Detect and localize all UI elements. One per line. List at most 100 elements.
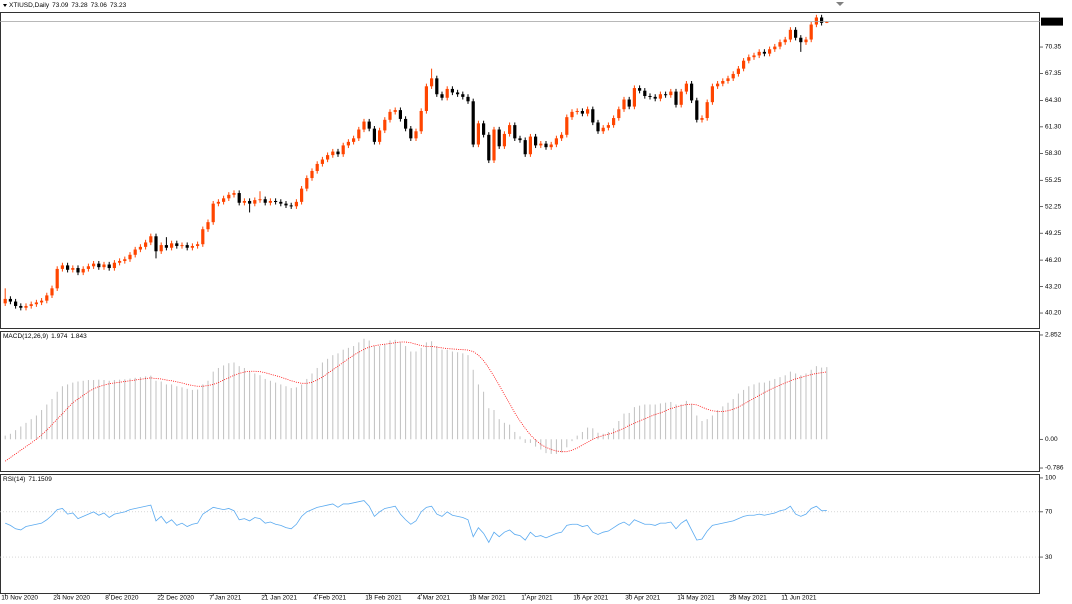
candle-body (237, 193, 241, 203)
candle-body (809, 24, 813, 40)
candle-body (653, 96, 657, 99)
candle-body (674, 91, 678, 105)
macd-signal (4, 341, 827, 462)
candle-body (440, 94, 444, 98)
candle-body (825, 21, 829, 23)
candle-body (586, 109, 590, 114)
x-tick-label: 28 May 2021 (729, 595, 767, 602)
candle-body (383, 119, 387, 131)
candle-body (40, 300, 44, 303)
candle-body (216, 201, 220, 204)
candle-body (34, 302, 38, 305)
x-tick-label: 21 Jan 2021 (261, 595, 297, 602)
y-tick-label: 2.852 (1045, 332, 1062, 339)
candle-body (528, 136, 532, 155)
candle-body (8, 298, 12, 302)
candle-body (757, 51, 761, 56)
candle-body (549, 144, 553, 148)
candle-body (331, 151, 335, 156)
candle-body (45, 295, 49, 301)
x-tick-label: 1 Apr 2021 (521, 595, 553, 602)
candle-body (97, 263, 101, 268)
candle-body (128, 254, 132, 260)
candle-body (430, 78, 434, 87)
candle-body (201, 229, 205, 245)
candle-body (274, 200, 278, 202)
candle-body (721, 80, 725, 84)
candle-body (196, 244, 200, 246)
candle-body (258, 199, 262, 201)
y-tick-label: 100 (1045, 475, 1056, 482)
candle-body (799, 37, 803, 43)
candle-body (591, 109, 595, 123)
candle-body (820, 17, 824, 23)
y-tick-label: 58.30 (1045, 150, 1062, 157)
candle-body (190, 245, 194, 248)
candle-body (123, 259, 127, 261)
pane-title-value: 1.843 (70, 333, 87, 340)
y-tick-label: 52.25 (1045, 203, 1062, 210)
candle-body (92, 263, 96, 267)
candle-body (149, 236, 153, 243)
candle-body (596, 122, 600, 132)
candle-body (632, 88, 636, 107)
candle-body (86, 266, 90, 269)
pane-title-value: 73.23 (110, 2, 127, 9)
candle-body (482, 123, 486, 135)
candle-body (476, 123, 480, 145)
pane-frame (0, 331, 1040, 472)
candle-body (138, 246, 142, 250)
candle-body (409, 128, 413, 139)
candle-body (180, 245, 184, 247)
pane-title: RSI(14) 71.1509 (3, 476, 52, 483)
candle-body (435, 78, 439, 95)
last-price-box (1041, 17, 1063, 26)
candle-body (170, 243, 174, 248)
candle-body (445, 88, 449, 98)
x-tick-label: 18 Feb 2021 (365, 595, 402, 602)
candle-body (773, 46, 777, 50)
candle-body (253, 200, 257, 204)
candle-body (565, 117, 569, 135)
pane-title-value: 73.28 (71, 2, 88, 9)
candle-body (768, 49, 772, 54)
y-tick-label: 43.20 (1045, 283, 1062, 290)
y-tick-label: 61.30 (1045, 124, 1062, 131)
candle-body (539, 143, 543, 146)
candle-body (279, 201, 283, 204)
candle-body (752, 55, 756, 58)
candle-body (762, 51, 766, 54)
candle-body (726, 78, 730, 81)
x-tick-label: 4 Feb 2021 (313, 595, 346, 602)
candle-body (783, 39, 787, 43)
candle-body (320, 159, 324, 164)
candle-body (341, 145, 345, 155)
candle-body (352, 138, 356, 142)
candle-body (284, 203, 288, 206)
candle-body (268, 200, 272, 203)
candle-body (112, 262, 116, 269)
pane-title-name: XTIUSD,Daily (9, 2, 50, 9)
candle-body (367, 121, 371, 129)
candle-body (55, 268, 59, 289)
candle-body (575, 110, 579, 112)
candle-body (627, 99, 631, 107)
candle-body (580, 110, 584, 114)
y-tick-label: 0.00 (1045, 436, 1058, 443)
x-tick-label: 10 Nov 2020 (1, 595, 38, 602)
pane-title-name: RSI(14) (3, 476, 25, 483)
y-tick-label: 67.35 (1045, 70, 1062, 77)
candle-body (492, 129, 496, 161)
candle-body (705, 102, 709, 119)
pane-title-value: 73.09 (52, 2, 69, 9)
candle-body (81, 268, 85, 273)
candle-body (669, 91, 673, 96)
candle-body (29, 304, 33, 306)
pane-frame (0, 12, 1040, 329)
candle-body (804, 39, 808, 43)
candle-body (232, 193, 236, 195)
candle-body (664, 94, 668, 96)
candle-body (648, 95, 652, 97)
candle-body (643, 90, 647, 96)
